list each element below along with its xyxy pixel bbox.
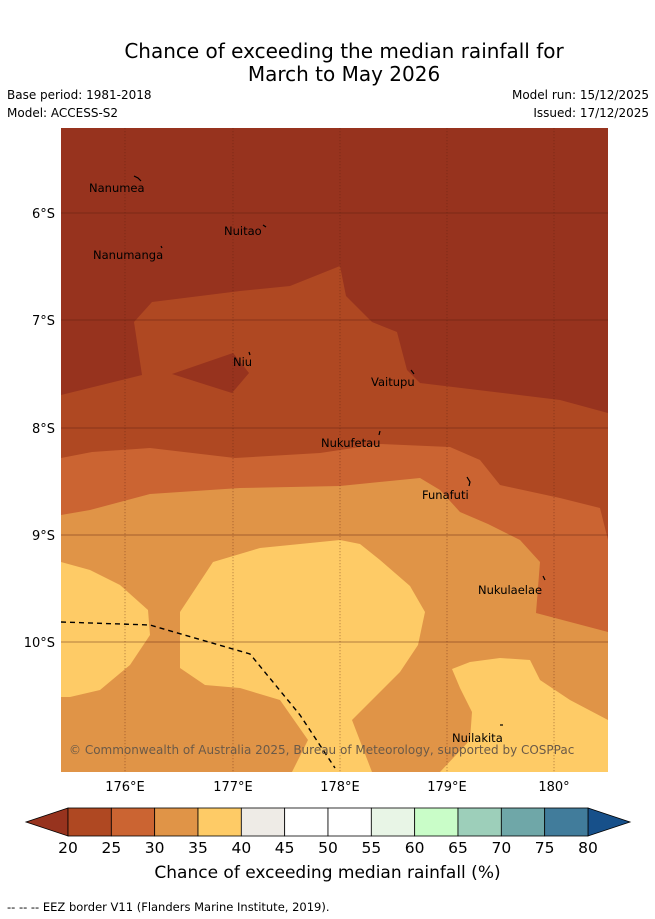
island-nuitao — [262, 224, 267, 228]
lat-tick-7s: 7°S — [32, 314, 55, 329]
colorbar-tick: 65 — [448, 839, 468, 857]
issued-date: Issued: 17/12/2025 — [533, 106, 649, 120]
colorbar-tick: 45 — [275, 839, 295, 857]
rainfall-probability-map: Nanumea Nuitao Nanumanga Niu Vaitupu Nuk… — [61, 128, 608, 772]
place-label-nanumanga: Nanumanga — [93, 248, 163, 262]
title-line-1: Chance of exceeding the median rainfall … — [124, 39, 564, 63]
colorbar-label: Chance of exceeding median rainfall (%) — [154, 863, 501, 883]
place-label-nuitao: Nuitao — [224, 224, 262, 238]
lat-tick-6s: 6°S — [32, 207, 55, 222]
base-period: Base period: 1981-2018 — [7, 88, 152, 102]
latitude-ticks: 6°S 7°S 8°S 9°S 10°S — [24, 207, 55, 651]
longitude-ticks: 176°E 177°E 178°E 179°E 180° — [105, 780, 569, 795]
colorbar-cell — [154, 807, 199, 837]
place-label-nuilakita: Nuilakita — [452, 731, 503, 745]
band-40-45-central — [180, 540, 425, 772]
island-niu — [248, 351, 251, 356]
island-nukufetau — [378, 430, 381, 436]
model-run: Model run: 15/12/2025 — [511, 88, 649, 102]
band-40-45-southeast — [440, 658, 608, 772]
colorbar-tick: 25 — [101, 839, 121, 857]
lon-tick-176e: 176°E — [105, 780, 145, 795]
eez-legend-symbol: -- -- -- — [7, 900, 40, 914]
place-label-vaitupu: Vaitupu — [371, 375, 415, 389]
place-label-nanumea: Nanumea — [89, 181, 145, 195]
lon-tick-180: 180° — [538, 780, 569, 795]
colorbar-tick: 35 — [188, 839, 208, 857]
colorbar-tick: 60 — [405, 839, 425, 857]
graticule — [124, 128, 555, 772]
colorbar-high-arrow — [587, 807, 632, 837]
eez-legend: -- -- -- EEZ border V11 (Flanders Marine… — [7, 900, 330, 914]
place-label-nukufetau: Nukufetau — [321, 436, 380, 450]
copyright-notice: © Commonwealth of Australia 2025, Bureau… — [69, 743, 574, 757]
island-funafuti — [466, 476, 471, 487]
colorbar: 20 25 30 35 40 45 50 55 60 65 70 75 80 — [24, 807, 632, 857]
island-nanumanga — [160, 245, 163, 249]
colorbar-cell — [500, 807, 546, 837]
place-label-niu: Niu — [233, 355, 252, 369]
colorbar-tick: 75 — [535, 839, 555, 857]
island-vaitupu — [410, 369, 415, 375]
title-line-2: March to May 2026 — [247, 62, 441, 86]
latitude-lines — [61, 212, 608, 643]
colorbar-tick: 55 — [361, 839, 381, 857]
band-20-25-pocket — [172, 353, 249, 393]
lon-tick-178e: 178°E — [320, 780, 360, 795]
island-shapes — [133, 175, 546, 726]
lon-tick-177e: 177°E — [213, 780, 253, 795]
colorbar-tick: 80 — [578, 839, 598, 857]
place-label-funafuti: Funafuti — [422, 488, 469, 502]
eez-legend-text: EEZ border V11 (Flanders Marine Institut… — [42, 900, 330, 914]
colorbar-low-arrow — [24, 807, 69, 837]
colorbar-tick: 40 — [231, 839, 251, 857]
colorbar-cell — [284, 807, 329, 837]
lat-tick-8s: 8°S — [32, 422, 55, 437]
colorbar-cell — [240, 807, 286, 837]
lon-tick-179e: 179°E — [427, 780, 467, 795]
island-nanumea — [133, 175, 142, 182]
colorbar-cell — [457, 807, 502, 837]
colorbar-cell — [370, 807, 416, 837]
colorbar-cell — [327, 807, 372, 837]
colorbar-tick: 30 — [145, 839, 165, 857]
colorbar-tick: 20 — [58, 839, 78, 857]
lat-tick-9s: 9°S — [32, 529, 55, 544]
colorbar-cell — [67, 807, 112, 837]
lat-tick-10s: 10°S — [24, 636, 55, 651]
map-title: Chance of exceeding the median rainfall … — [0, 40, 655, 86]
colorbar-cell — [544, 807, 589, 837]
colorbar-cell — [197, 807, 242, 837]
eez-border — [61, 621, 336, 769]
colorbar-cell — [414, 807, 459, 837]
colorbar-cell — [110, 807, 156, 837]
colorbar-tick: 70 — [491, 839, 511, 857]
colorbar-tick: 50 — [318, 839, 338, 857]
place-label-nukulaelae: Nukulaelae — [478, 583, 542, 597]
band-40-45-west — [61, 562, 150, 697]
island-nukulaelae — [542, 575, 546, 581]
model-name: Model: ACCESS-S2 — [7, 106, 119, 120]
